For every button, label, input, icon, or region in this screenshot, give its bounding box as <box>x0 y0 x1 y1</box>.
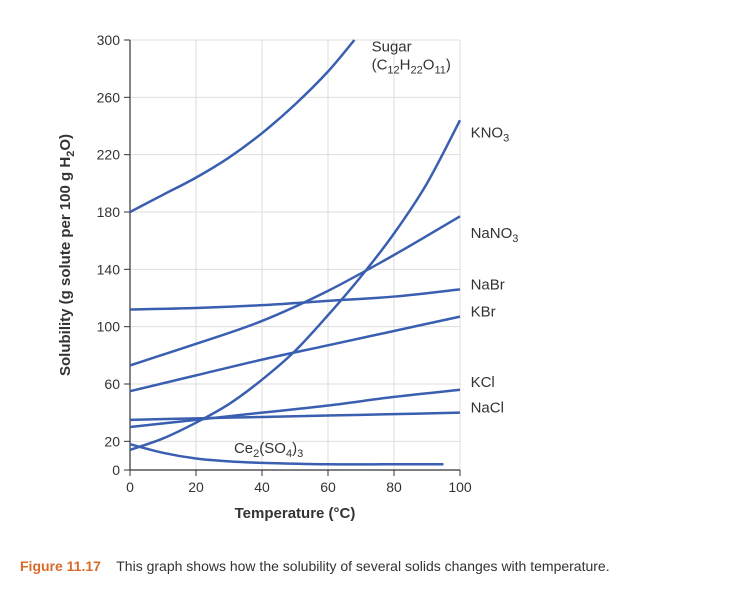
y-tick-label: 180 <box>97 204 121 220</box>
y-tick-label: 260 <box>97 89 121 105</box>
solubility-chart: 0 20 40 60 80 100 0 20 60 100 140 180 220 260 300 Tempe… <box>20 20 580 540</box>
curve-nano3 <box>130 216 460 365</box>
label-kbr: KBr <box>471 304 496 321</box>
curve-sugar <box>130 40 354 212</box>
label-nabr: NaBr <box>471 276 505 293</box>
label-kcl: KCl <box>471 374 495 391</box>
figure-caption: Figure 11.17 This graph shows how the so… <box>20 558 724 574</box>
y-tick-label: 0 <box>112 462 120 478</box>
curve-nacl <box>130 413 460 420</box>
x-tick-label: 0 <box>126 479 134 495</box>
x-tick-label: 100 <box>448 479 472 495</box>
x-tick-label: 40 <box>254 479 270 495</box>
y-tick-label: 100 <box>97 319 121 335</box>
chart-container: 0 20 40 60 80 100 0 20 60 100 140 180 220 260 300 Tempe… <box>20 20 724 574</box>
x-tick-label: 20 <box>188 479 204 495</box>
label-ce2so43: Ce2(SO4)3 <box>234 440 303 460</box>
figure-number: Figure 11.17 <box>20 558 101 574</box>
curve-kbr <box>130 317 460 392</box>
x-axis-title: Temperature (°C) <box>235 505 356 522</box>
curve-kcl <box>130 390 460 427</box>
y-tick-label: 60 <box>104 376 120 392</box>
y-tick-label: 20 <box>104 433 120 449</box>
x-tick-label: 80 <box>386 479 402 495</box>
y-axis-title: Solubility (g solute per 100 g H2O) <box>57 134 77 376</box>
x-tick-label: 60 <box>320 479 336 495</box>
y-tick-label: 300 <box>97 32 121 48</box>
label-kno3: KNO3 <box>471 124 510 144</box>
y-tick-label: 140 <box>97 261 121 277</box>
label-sugar: Sugar(C12H22O11) <box>372 38 451 76</box>
y-tick-label: 220 <box>97 147 121 163</box>
figure-text: This graph shows how the solubility of s… <box>116 558 609 574</box>
label-nacl: NaCl <box>471 400 504 417</box>
curve-kno3 <box>130 120 460 450</box>
label-nano3: NaNO3 <box>471 225 519 245</box>
